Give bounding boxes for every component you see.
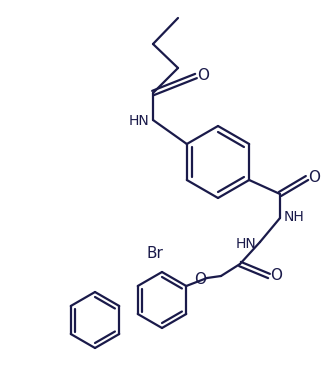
- Text: Br: Br: [146, 245, 163, 261]
- Text: NH: NH: [284, 210, 304, 224]
- Text: O: O: [194, 271, 206, 286]
- Text: O: O: [308, 169, 320, 185]
- Text: HN: HN: [236, 237, 256, 251]
- Text: O: O: [270, 267, 282, 283]
- Text: HN: HN: [129, 114, 149, 128]
- Text: O: O: [197, 68, 209, 83]
